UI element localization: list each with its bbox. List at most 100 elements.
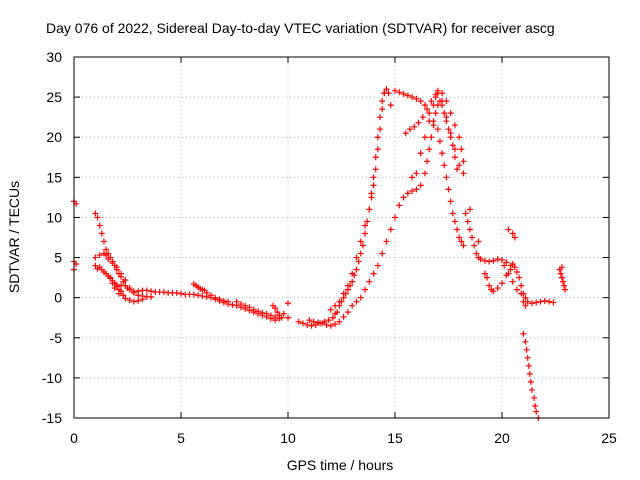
series-t6: [190, 281, 208, 294]
data-point: [274, 309, 281, 316]
data-point: [460, 170, 467, 177]
data-point: [432, 94, 439, 101]
data-point: [130, 298, 137, 305]
axis-ticks: [73, 56, 610, 419]
data-point: [362, 286, 369, 293]
data-point: [449, 210, 456, 217]
data-point: [413, 170, 420, 177]
data-point: [122, 295, 129, 302]
data-point: [484, 274, 491, 281]
data-point: [195, 292, 202, 299]
data-point: [229, 301, 236, 308]
data-point: [362, 230, 369, 237]
data-point: [511, 234, 518, 241]
data-point: [126, 297, 133, 304]
data-point: [426, 110, 433, 117]
data-point: [160, 289, 167, 296]
x-tick-label: 25: [601, 430, 617, 446]
data-point: [135, 297, 142, 304]
series-t12: [327, 90, 388, 313]
data-point: [456, 234, 463, 241]
data-point: [533, 299, 540, 306]
data-point: [421, 102, 428, 109]
data-point: [383, 238, 390, 245]
data-point: [135, 292, 142, 299]
data-point: [447, 130, 454, 137]
data-point: [353, 266, 360, 273]
data-point: [306, 317, 313, 324]
data-point: [255, 308, 262, 315]
data-point: [432, 110, 439, 117]
data-point: [419, 114, 426, 121]
data-point: [451, 218, 458, 225]
data-point: [557, 270, 564, 277]
data-point: [118, 282, 125, 289]
data-point: [477, 256, 484, 263]
data-point: [381, 90, 388, 97]
data-point: [464, 218, 471, 225]
data-point: [528, 300, 535, 307]
data-point: [310, 318, 317, 325]
x-tick-label: 20: [494, 430, 510, 446]
data-point: [526, 370, 533, 377]
data-point: [436, 138, 443, 145]
y-tick-label: 25: [46, 89, 62, 105]
data-point: [96, 252, 103, 259]
data-point: [364, 218, 371, 225]
data-point: [374, 134, 381, 141]
data-point: [139, 296, 146, 303]
data-point: [505, 270, 512, 277]
series-t9: [270, 300, 291, 321]
data-point: [109, 280, 116, 287]
data-point: [507, 266, 514, 273]
data-point: [237, 301, 244, 308]
data-point: [499, 256, 505, 263]
data-point: [402, 130, 409, 137]
data-point: [319, 320, 326, 327]
data-point: [537, 298, 544, 305]
data-point: [486, 282, 493, 289]
data-point: [528, 386, 535, 393]
data-point: [308, 322, 315, 329]
data-point: [299, 320, 306, 327]
data-point: [522, 302, 529, 309]
data-point: [107, 274, 114, 281]
data-point: [379, 98, 386, 105]
data-point: [439, 98, 446, 105]
data-point: [413, 95, 420, 102]
data-point: [349, 302, 356, 309]
series-t10: [295, 86, 394, 329]
series-t15: [409, 90, 467, 181]
data-point: [509, 230, 516, 237]
data-point: [434, 90, 441, 97]
y-tick-labels: -15 -10 -5 0 5 10 15 20 25 30: [42, 49, 62, 426]
data-point: [473, 250, 480, 257]
data-point: [336, 298, 343, 305]
data-point: [357, 238, 364, 245]
data-point: [372, 166, 379, 173]
data-point: [370, 270, 377, 277]
data-point: [531, 394, 538, 401]
data-point: [340, 313, 347, 320]
data-point: [111, 285, 118, 292]
data-point: [451, 146, 458, 153]
data-point: [113, 281, 120, 288]
data-point: [130, 289, 137, 296]
series-t17: [466, 206, 557, 307]
data-point: [329, 314, 336, 321]
data-point: [417, 182, 424, 189]
data-point: [561, 282, 568, 289]
series-t16: [462, 210, 514, 269]
series-t13: [392, 87, 467, 249]
data-point: [372, 154, 379, 161]
data-point: [532, 402, 539, 409]
data-point: [103, 252, 110, 259]
data-point: [92, 210, 99, 217]
data-point: [447, 110, 454, 117]
data-point: [349, 270, 356, 277]
y-tick-label: 15: [46, 169, 62, 185]
data-point: [115, 290, 122, 297]
data-point: [370, 174, 377, 181]
data-point: [511, 264, 518, 271]
